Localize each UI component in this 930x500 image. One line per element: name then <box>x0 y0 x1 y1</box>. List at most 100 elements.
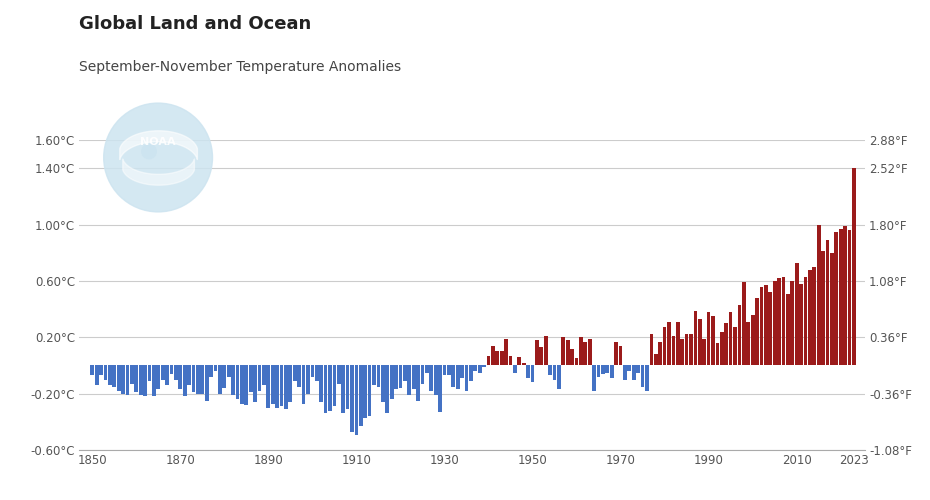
Bar <box>733 328 737 366</box>
Bar <box>350 366 354 432</box>
Bar <box>271 366 274 404</box>
Bar <box>201 366 205 394</box>
Bar <box>364 366 367 418</box>
Bar <box>641 366 644 386</box>
Bar <box>808 270 812 366</box>
Bar <box>381 366 385 402</box>
Bar <box>333 366 337 406</box>
Text: Global Land and Ocean: Global Land and Ocean <box>79 15 312 33</box>
Bar <box>394 366 398 390</box>
Bar <box>839 229 843 366</box>
Bar <box>610 366 614 378</box>
Bar <box>768 292 772 366</box>
Bar <box>847 230 851 366</box>
Bar <box>742 282 746 366</box>
Bar <box>658 342 662 365</box>
Bar <box>130 366 134 384</box>
Bar <box>588 338 591 365</box>
Bar <box>288 366 292 402</box>
Bar <box>240 366 244 404</box>
Bar <box>821 252 825 366</box>
Bar <box>565 340 569 365</box>
Bar <box>605 366 609 372</box>
Bar <box>557 366 561 390</box>
Bar <box>465 366 469 391</box>
Bar <box>315 366 319 381</box>
Bar <box>486 356 490 366</box>
Bar <box>539 347 543 366</box>
Bar <box>232 366 235 395</box>
Bar <box>113 366 116 386</box>
Bar <box>702 338 706 365</box>
Bar <box>826 240 830 366</box>
Bar <box>337 366 340 384</box>
Bar <box>174 366 178 380</box>
Bar <box>169 366 173 374</box>
Circle shape <box>141 144 156 158</box>
Bar <box>790 281 794 365</box>
Bar <box>148 366 152 381</box>
Bar <box>385 366 389 414</box>
Bar <box>284 366 288 409</box>
Bar <box>275 366 279 408</box>
Bar <box>218 366 221 394</box>
Bar <box>562 338 565 365</box>
Bar <box>451 366 455 386</box>
Bar <box>583 342 587 365</box>
Bar <box>694 310 698 366</box>
Bar <box>570 348 574 366</box>
Bar <box>483 366 486 367</box>
Bar <box>575 358 578 366</box>
Bar <box>720 332 724 366</box>
Bar <box>729 312 733 366</box>
Bar <box>187 366 191 385</box>
Bar <box>324 366 327 414</box>
Bar <box>531 366 535 382</box>
Bar <box>341 366 345 414</box>
Bar <box>161 366 165 380</box>
Bar <box>121 366 125 394</box>
Bar <box>103 366 107 380</box>
Bar <box>359 366 363 426</box>
Bar <box>830 252 834 366</box>
Bar <box>377 366 380 386</box>
Bar <box>460 366 464 378</box>
Bar <box>249 366 253 392</box>
Bar <box>698 319 701 366</box>
Bar <box>209 366 213 376</box>
Bar <box>293 366 297 381</box>
Bar <box>354 366 358 434</box>
Bar <box>715 343 719 365</box>
Bar <box>654 354 658 366</box>
Bar <box>552 366 556 380</box>
Bar <box>834 232 838 366</box>
Bar <box>319 366 323 402</box>
Bar <box>196 366 200 394</box>
Bar <box>544 336 548 366</box>
Bar <box>478 366 482 372</box>
Bar <box>601 366 604 374</box>
Bar <box>262 366 266 385</box>
Bar <box>504 338 508 365</box>
Bar <box>773 281 777 365</box>
Bar <box>306 366 310 394</box>
Bar <box>156 366 160 390</box>
Bar <box>328 366 332 410</box>
Bar <box>499 352 503 366</box>
Bar <box>425 366 429 372</box>
Bar <box>513 366 517 372</box>
Circle shape <box>104 103 212 212</box>
Bar <box>689 334 693 366</box>
Bar <box>139 366 142 395</box>
Bar <box>399 366 403 388</box>
Bar <box>737 305 741 366</box>
Bar <box>795 262 799 366</box>
Bar <box>777 278 781 366</box>
Bar <box>667 322 671 366</box>
Bar <box>799 284 803 366</box>
Bar <box>671 336 675 366</box>
Bar <box>367 366 371 416</box>
Bar <box>179 366 182 390</box>
Bar <box>433 366 437 395</box>
Bar <box>443 366 446 376</box>
